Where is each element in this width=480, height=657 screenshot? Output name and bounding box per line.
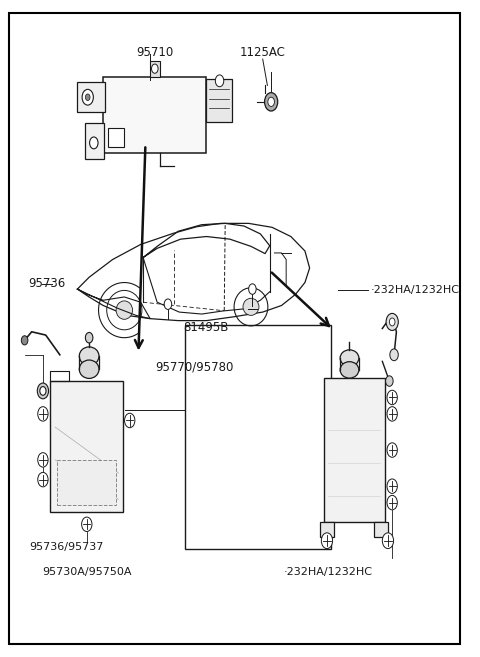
Ellipse shape bbox=[79, 360, 99, 378]
Circle shape bbox=[38, 472, 48, 487]
Bar bbox=[185, 325, 331, 549]
Circle shape bbox=[38, 453, 48, 467]
Circle shape bbox=[164, 299, 172, 309]
Circle shape bbox=[383, 533, 394, 549]
Circle shape bbox=[82, 517, 92, 532]
Text: 95736/95737: 95736/95737 bbox=[30, 541, 104, 552]
Bar bbox=[320, 522, 334, 537]
Circle shape bbox=[386, 313, 398, 330]
Bar bbox=[108, 128, 124, 148]
Circle shape bbox=[385, 376, 393, 386]
Ellipse shape bbox=[116, 301, 132, 319]
Circle shape bbox=[321, 533, 333, 549]
Text: 95710: 95710 bbox=[136, 46, 173, 59]
Circle shape bbox=[40, 386, 46, 396]
Text: 95730A/95750A: 95730A/95750A bbox=[42, 566, 132, 577]
Bar bbox=[58, 460, 116, 505]
Ellipse shape bbox=[243, 298, 259, 315]
Circle shape bbox=[389, 318, 395, 326]
Circle shape bbox=[21, 336, 28, 345]
Text: ·232HA/1232HC: ·232HA/1232HC bbox=[371, 285, 460, 296]
Circle shape bbox=[390, 349, 398, 361]
Ellipse shape bbox=[234, 288, 268, 326]
Bar bbox=[150, 60, 159, 78]
Circle shape bbox=[85, 94, 90, 101]
Bar bbox=[206, 79, 232, 122]
Circle shape bbox=[387, 390, 397, 405]
Circle shape bbox=[82, 89, 93, 105]
Circle shape bbox=[387, 443, 397, 457]
Ellipse shape bbox=[107, 290, 142, 330]
Circle shape bbox=[85, 332, 93, 343]
Circle shape bbox=[124, 413, 135, 428]
Ellipse shape bbox=[79, 347, 99, 365]
Text: 81495B: 81495B bbox=[183, 321, 228, 334]
Circle shape bbox=[152, 64, 158, 74]
Bar bbox=[85, 124, 104, 160]
Circle shape bbox=[90, 137, 98, 149]
Circle shape bbox=[216, 75, 224, 87]
Circle shape bbox=[37, 383, 48, 399]
Bar bbox=[374, 522, 388, 537]
Bar bbox=[103, 78, 206, 153]
Ellipse shape bbox=[340, 350, 359, 367]
Circle shape bbox=[268, 97, 275, 106]
Ellipse shape bbox=[340, 362, 359, 378]
Bar bbox=[50, 381, 123, 512]
Circle shape bbox=[264, 93, 278, 111]
Circle shape bbox=[387, 407, 397, 421]
Circle shape bbox=[387, 495, 397, 510]
Text: 95770/95780: 95770/95780 bbox=[155, 360, 233, 373]
Text: 95736: 95736 bbox=[28, 277, 65, 290]
Text: 1125AC: 1125AC bbox=[240, 46, 286, 59]
Bar bbox=[77, 82, 105, 112]
Text: ·232HA/1232HC: ·232HA/1232HC bbox=[284, 566, 373, 577]
Circle shape bbox=[38, 407, 48, 421]
Bar bbox=[324, 378, 384, 522]
Circle shape bbox=[249, 284, 256, 294]
Circle shape bbox=[387, 479, 397, 493]
